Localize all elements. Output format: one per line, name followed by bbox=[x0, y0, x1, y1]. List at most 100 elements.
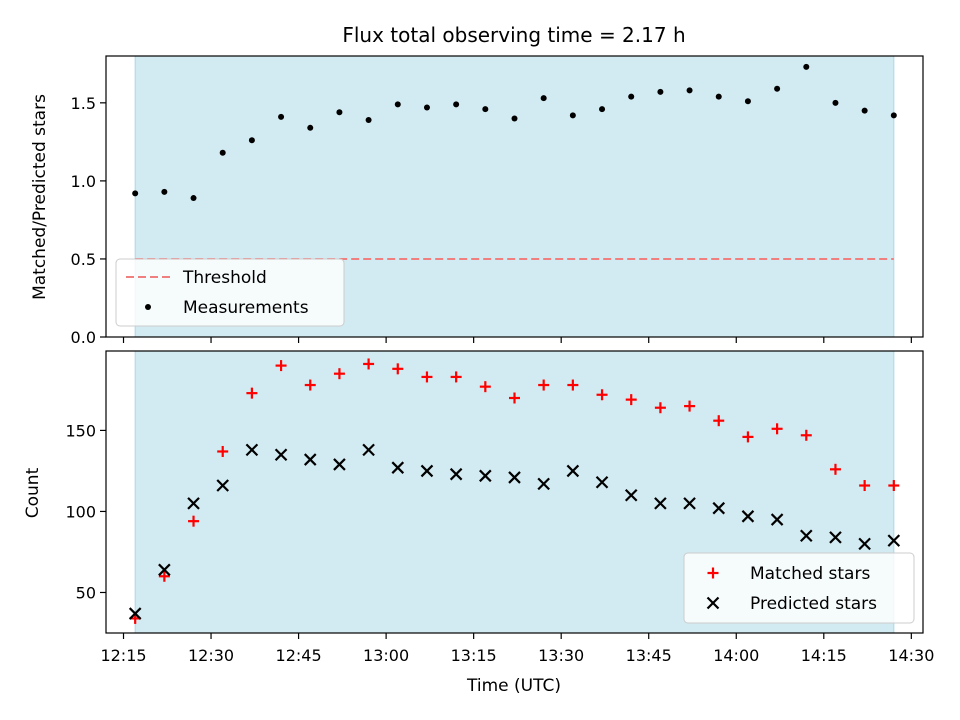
predicted-stars-point bbox=[333, 458, 346, 471]
bottom-panel: 50 100 150 12:15 12:30 12:45 13:00 13:15 13:30 1… bbox=[23, 350, 934, 696]
matched-stars-point bbox=[275, 360, 287, 372]
predicted-stars-point bbox=[858, 537, 871, 551]
measurement-point bbox=[628, 93, 635, 100]
x-tick-label: 12:45 bbox=[276, 646, 322, 665]
matched-stars-point bbox=[713, 415, 725, 427]
matched-stars-point bbox=[596, 389, 608, 401]
matched-stars-point bbox=[333, 368, 345, 380]
matched-stars-point bbox=[304, 379, 316, 391]
predicted-stars-point bbox=[420, 464, 434, 478]
matched-stars-point bbox=[859, 480, 871, 492]
predicted-stars-point bbox=[829, 531, 842, 544]
bottom-legend: Matched stars Predicted stars bbox=[683, 552, 915, 624]
matched-stars-point bbox=[509, 392, 520, 404]
legend-matched-swatch bbox=[707, 567, 719, 579]
top-legend-box bbox=[115, 258, 345, 327]
predicted-stars-point bbox=[362, 443, 375, 457]
x-tick-label: 13:45 bbox=[626, 646, 672, 665]
measurement-point bbox=[861, 107, 868, 114]
top-x-ticks bbox=[122, 337, 912, 343]
matched-stars-point bbox=[188, 515, 200, 527]
measurement-point bbox=[774, 85, 781, 92]
predicted-stars-point bbox=[800, 529, 813, 543]
top-y-tick-label: 0.5 bbox=[71, 250, 96, 269]
measurement-point bbox=[803, 63, 810, 70]
bottom-x-axis: 12:15 12:30 12:45 13:00 13:15 13:30 13:45 14:00… bbox=[100, 633, 934, 665]
predicted-stars-point bbox=[245, 443, 259, 457]
measurement-point bbox=[365, 117, 372, 124]
legend-measurements-label: Measurements bbox=[183, 298, 309, 318]
matched-stars-point bbox=[363, 358, 375, 370]
top-y-tick-label: 1.5 bbox=[71, 94, 96, 113]
measurement-point bbox=[453, 101, 460, 108]
matched-stars-point bbox=[800, 429, 812, 441]
predicted-stars-point bbox=[595, 475, 609, 489]
predicted-stars-point bbox=[537, 477, 550, 491]
matched-stars-point bbox=[158, 570, 170, 582]
top-y-tick-label: 0.0 bbox=[71, 328, 96, 347]
predicted-stars-point bbox=[449, 467, 463, 481]
measurement-point bbox=[686, 87, 693, 94]
top-y-axis-label: Matched/Predicted stars bbox=[30, 94, 50, 300]
top-plot-frame bbox=[105, 55, 924, 338]
measurement-point bbox=[336, 109, 343, 116]
measurement-point bbox=[132, 190, 139, 197]
top-y-axis: 0.0 0.5 1.0 1.5 bbox=[71, 94, 106, 347]
matched-stars-point bbox=[654, 402, 666, 414]
top-y-tick-label: 1.0 bbox=[71, 172, 96, 191]
matched-stars-point bbox=[246, 387, 258, 399]
x-tick-label: 12:30 bbox=[188, 646, 234, 665]
predicted-stars-point bbox=[128, 607, 142, 620]
bot-y-tick-label: 50 bbox=[76, 583, 96, 602]
predicted-stars-point bbox=[479, 469, 492, 483]
measurement-point bbox=[599, 106, 606, 113]
measurement-point bbox=[569, 112, 576, 119]
predicted-stars-point bbox=[566, 464, 580, 478]
matched-stars-point bbox=[479, 381, 491, 393]
matched-stars-point bbox=[217, 445, 229, 457]
top-legend: Threshold Measurements bbox=[115, 258, 345, 327]
matched-stars-point bbox=[421, 371, 433, 383]
predicted-stars-point bbox=[158, 563, 171, 577]
measurement-point bbox=[511, 115, 518, 122]
matched-stars-point bbox=[392, 363, 404, 375]
predicted-stars-point bbox=[303, 453, 317, 466]
matched-stars-point bbox=[538, 379, 550, 391]
predicted-stars-point bbox=[683, 497, 696, 510]
x-tick-label: 13:15 bbox=[451, 646, 497, 665]
measurement-point bbox=[190, 195, 197, 202]
bot-y-tick-label: 150 bbox=[65, 421, 96, 440]
predicted-stars-point bbox=[391, 461, 405, 474]
top-panel: 0.0 0.5 1.0 1.5 Matched/Predicted stars Thr… bbox=[30, 55, 924, 347]
x-tick-label: 14:15 bbox=[801, 646, 847, 665]
measurement-point bbox=[423, 104, 430, 111]
matched-stars-point bbox=[625, 394, 637, 406]
measurement-point bbox=[219, 149, 226, 156]
predicted-stars-point bbox=[887, 534, 901, 547]
bottom-y-axis: 50 100 150 bbox=[65, 421, 106, 602]
predicted-stars-point bbox=[216, 479, 229, 492]
measurement-point bbox=[161, 188, 168, 195]
x-tick-label: 12:15 bbox=[100, 646, 146, 665]
predicted-stars-point bbox=[274, 448, 288, 462]
legend-measurements-swatch bbox=[145, 304, 151, 310]
predicted-stars-point bbox=[770, 513, 784, 526]
x-tick-label: 13:00 bbox=[363, 646, 409, 665]
legend-predicted-swatch bbox=[706, 596, 720, 610]
measurement-point bbox=[744, 98, 751, 105]
x-tick-label: 13:30 bbox=[538, 646, 584, 665]
predicted-stars-point bbox=[712, 501, 726, 515]
measurement-point bbox=[657, 88, 664, 95]
bot-y-tick-label: 100 bbox=[65, 502, 96, 521]
legend-matched-label: Matched stars bbox=[750, 564, 870, 584]
legend-threshold-label: Threshold bbox=[182, 268, 267, 288]
predicted-stars-point bbox=[187, 497, 200, 510]
predicted-stars-point bbox=[654, 497, 667, 510]
predicted-stars-point bbox=[624, 488, 638, 502]
legend-predicted-label: Predicted stars bbox=[750, 594, 877, 614]
x-axis-label: Time (UTC) bbox=[466, 676, 561, 696]
bottom-series-layer bbox=[128, 358, 901, 624]
x-tick-label: 14:30 bbox=[888, 646, 934, 665]
measurement-point bbox=[482, 106, 489, 113]
